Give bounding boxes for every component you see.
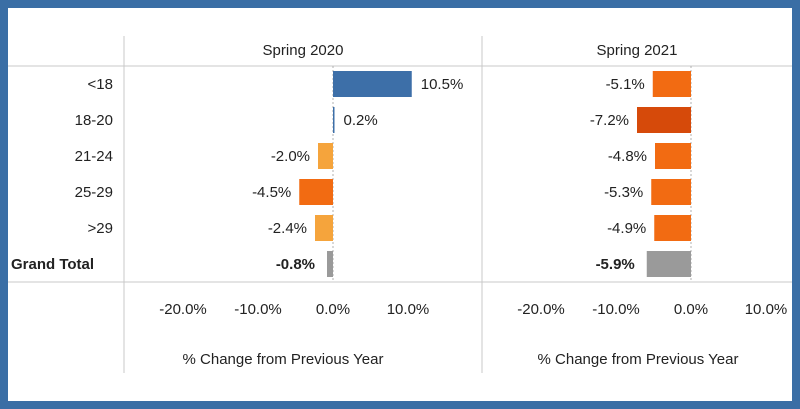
- bar: [654, 215, 691, 241]
- data-label: -4.9%: [607, 220, 646, 237]
- data-label: -5.1%: [606, 76, 645, 93]
- data-label: -5.9%: [596, 256, 635, 273]
- chart-frame: <18 18-20 21-24 25-29 >29 Grand Total Spring 2…: [8, 8, 792, 401]
- panel-title: Spring 2020: [263, 42, 344, 59]
- data-label: 10.5%: [421, 76, 464, 93]
- bar: [637, 107, 691, 133]
- bar: [333, 71, 412, 97]
- data-label: -4.8%: [608, 148, 647, 165]
- data-label: -7.2%: [590, 112, 629, 129]
- bar: [655, 143, 691, 169]
- tick-label: -10.0%: [592, 301, 640, 318]
- data-label: -2.0%: [271, 148, 310, 165]
- x-axis-title: % Change from Previous Year: [183, 351, 384, 368]
- bar: [299, 179, 333, 205]
- bar: [315, 215, 333, 241]
- bar: [646, 251, 691, 277]
- data-label: -5.3%: [604, 184, 643, 201]
- tick-label: -20.0%: [517, 301, 565, 318]
- data-label: -2.4%: [268, 220, 307, 237]
- category-label: <18: [88, 76, 113, 93]
- data-label: -0.8%: [276, 256, 315, 273]
- tick-label: -10.0%: [234, 301, 282, 318]
- category-label: Grand Total: [11, 256, 94, 273]
- x-axis-title: % Change from Previous Year: [538, 351, 739, 368]
- bar: [651, 179, 691, 205]
- tick-label: 0.0%: [316, 301, 350, 318]
- bar: [333, 107, 335, 133]
- category-label: >29: [88, 220, 113, 237]
- data-label: -4.5%: [252, 184, 291, 201]
- data-label: 0.2%: [344, 112, 378, 129]
- tick-label: -20.0%: [159, 301, 207, 318]
- category-label: 21-24: [75, 148, 113, 165]
- bar: [318, 143, 333, 169]
- tick-label: 0.0%: [674, 301, 708, 318]
- tick-label: 10.0%: [745, 301, 788, 318]
- tick-label: 10.0%: [387, 301, 430, 318]
- category-label: 25-29: [75, 184, 113, 201]
- category-label: 18-20: [75, 112, 113, 129]
- bar: [327, 251, 333, 277]
- panel-title: Spring 2021: [597, 42, 678, 59]
- bar: [652, 71, 691, 97]
- bar-chart: <18 18-20 21-24 25-29 >29 Grand Total Spring 2…: [8, 36, 792, 373]
